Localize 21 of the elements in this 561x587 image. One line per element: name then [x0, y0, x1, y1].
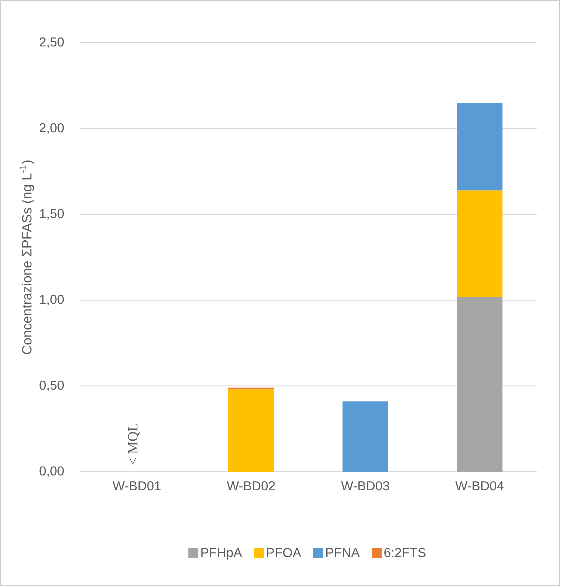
- bar: [342, 402, 388, 472]
- x-tick-label: W-BD03: [341, 481, 390, 491]
- y-tick-label: 0,00: [40, 466, 64, 478]
- bar: [457, 296, 503, 472]
- legend-label: 6:2FTS: [384, 548, 426, 558]
- x-tick-label: W-BD01: [112, 481, 161, 491]
- bar: [457, 190, 503, 297]
- y-tick-label: 1,00: [40, 295, 64, 306]
- y-tick-label: 2,00: [40, 123, 64, 134]
- legend-label: PFNA: [326, 548, 360, 558]
- y-tick-label: 0,50: [40, 380, 64, 392]
- bar: [228, 390, 274, 472]
- y-tick-label: 1,50: [40, 209, 64, 220]
- legend-label: PFHpA: [202, 548, 242, 560]
- y-axis-title: Concentrazione ΣPFASs (ng L$^{-1}$): [20, 160, 34, 354]
- y-tick-label: 2,50: [40, 38, 64, 48]
- annotation: < MQL: [128, 424, 140, 465]
- x-tick-label: W-BD02: [227, 481, 276, 491]
- x-tick-label: W-BD04: [456, 481, 504, 491]
- bar: [457, 103, 503, 191]
- legend-label: PFOA: [267, 548, 302, 558]
